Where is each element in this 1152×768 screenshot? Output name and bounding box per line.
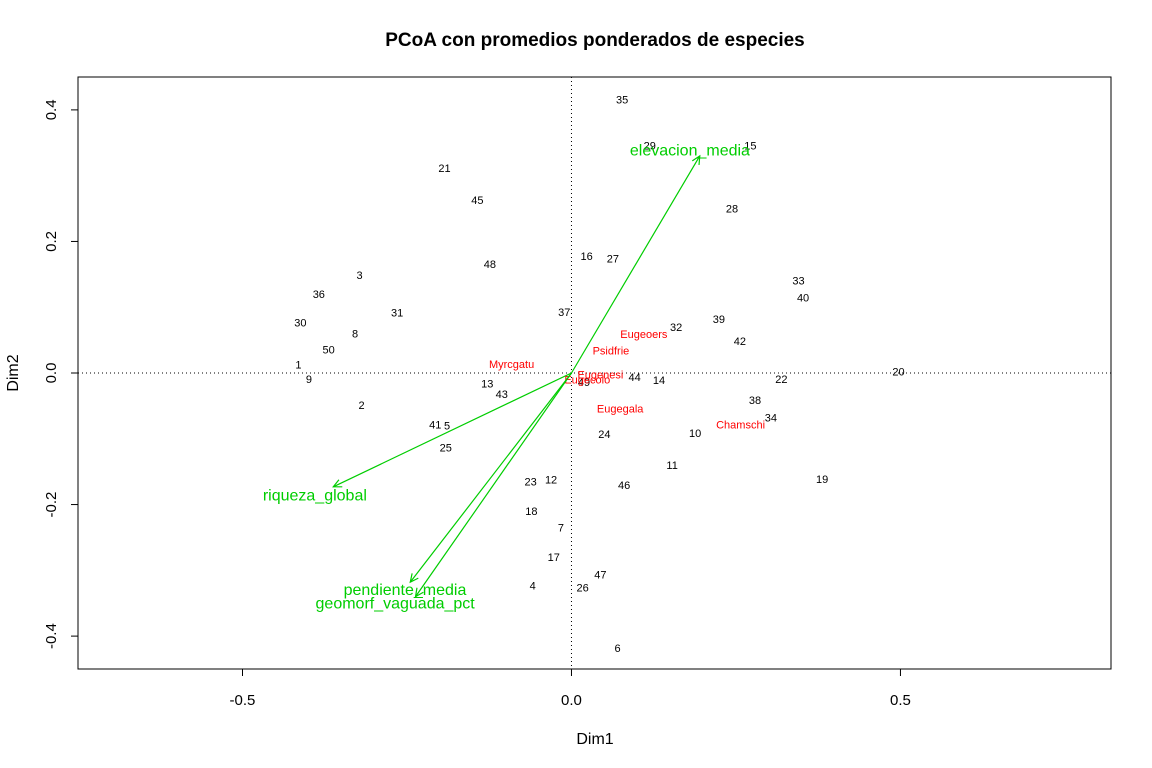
site-label: 48 <box>484 259 496 271</box>
site-label: 28 <box>726 204 738 216</box>
species-label: Myrcgatu <box>489 359 534 371</box>
site-label: 41 <box>429 419 441 431</box>
site-label: 29 <box>644 140 656 152</box>
site-label: 14 <box>653 375 665 387</box>
species-label: Eugenesi <box>577 369 623 381</box>
site-label: 8 <box>352 329 358 341</box>
vector-arrow-line <box>570 155 701 374</box>
vector-label: elevacion_media <box>630 142 750 159</box>
vector-arrow-line <box>333 372 572 488</box>
site-label: 12 <box>545 475 557 487</box>
vector-label: riqueza_global <box>263 488 367 505</box>
vector-arrow-head <box>332 479 343 488</box>
site-label: 2 <box>359 400 365 412</box>
y-tick-label: 0.2 <box>43 231 60 252</box>
site-label: 36 <box>313 289 325 301</box>
site-label: 20 <box>892 367 904 379</box>
species-label: Eugegala <box>597 404 644 416</box>
site-label: 34 <box>765 413 777 425</box>
site-label: 11 <box>666 460 677 472</box>
site-label: 33 <box>792 275 804 287</box>
site-label: 27 <box>607 254 619 266</box>
vector-arrow-head <box>414 587 424 598</box>
site-label: 26 <box>577 582 589 594</box>
site-label: 18 <box>525 506 537 518</box>
y-tick-label: 0.4 <box>43 99 60 120</box>
site-label: 7 <box>558 523 564 535</box>
x-tick-label: -0.5 <box>230 692 256 709</box>
y-tick-label: -0.4 <box>43 623 60 649</box>
site-label: 42 <box>734 336 746 348</box>
site-label: 3 <box>357 270 363 282</box>
site-label: 31 <box>391 307 403 319</box>
site-label: 25 <box>440 442 452 454</box>
site-label: 19 <box>816 474 828 486</box>
site-label: 30 <box>294 317 306 329</box>
site-label: 49 <box>578 377 590 389</box>
site-label: 44 <box>629 372 641 384</box>
site-label: 37 <box>558 307 570 319</box>
site-label: 1 <box>295 359 301 371</box>
species-label: Psidfrie <box>593 346 630 358</box>
site-label: 13 <box>481 379 493 391</box>
site-label: 17 <box>548 552 560 564</box>
vector-label: pendiente_media <box>344 582 467 599</box>
site-label: 10 <box>689 428 701 440</box>
site-label: 38 <box>749 395 761 407</box>
site-label: 22 <box>775 374 787 386</box>
x-tick-label: 0.0 <box>561 692 582 709</box>
site-label: 40 <box>797 292 809 304</box>
species-label: Eugecolo <box>564 375 610 387</box>
y-tick-label: 0.0 <box>43 363 60 384</box>
site-label: 32 <box>670 322 682 334</box>
site-label: 39 <box>713 314 725 326</box>
site-label: 45 <box>471 195 483 207</box>
vector-arrow-line <box>409 372 572 583</box>
x-axis-label: Dim1 <box>576 731 613 748</box>
site-label: 23 <box>525 477 537 489</box>
site-label: 50 <box>323 344 335 356</box>
site-label: 9 <box>306 374 312 386</box>
site-label: 21 <box>438 163 450 175</box>
site-label: 43 <box>496 389 508 401</box>
vector-label: geomorf_vaguada_pct <box>316 596 476 613</box>
species-label: Chamschi <box>716 419 765 431</box>
vector-arrow-line <box>415 372 572 597</box>
site-label: 47 <box>594 569 606 581</box>
site-label: 46 <box>618 480 630 492</box>
vector-arrow-head <box>691 154 701 165</box>
site-label: 15 <box>744 140 756 152</box>
site-label: 4 <box>530 580 536 592</box>
site-label: 24 <box>598 429 610 441</box>
vector-arrow-head <box>409 573 419 584</box>
chart-title: PCoA con promedios ponderados de especie… <box>385 30 805 51</box>
site-label: 6 <box>614 643 620 655</box>
species-label: Eugeoers <box>620 329 668 341</box>
x-tick-label: 0.5 <box>890 692 911 709</box>
y-axis-label: Dim2 <box>5 354 22 391</box>
site-label: 35 <box>616 94 628 106</box>
site-label: 5 <box>444 421 450 433</box>
site-label: 16 <box>580 251 592 263</box>
y-tick-label: -0.2 <box>43 492 60 518</box>
